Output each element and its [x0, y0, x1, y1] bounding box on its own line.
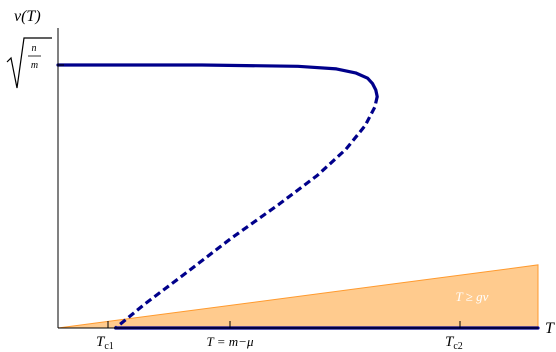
x-tick-label-m-mu: T = m−μ — [207, 334, 254, 349]
x-axis-title: T — [545, 320, 555, 337]
x-tick-label-tc1: Tc1 — [96, 334, 114, 352]
y-axis-title: v(T) — [14, 8, 41, 25]
y-tick-denominator: m — [31, 60, 38, 71]
series-line-1-dashed — [114, 96, 379, 330]
radical-sign — [6, 37, 52, 89]
series-line-0-solid — [56, 63, 379, 99]
region-label: T ≥ gv — [456, 289, 489, 304]
x-tick-label-tc2: Tc2 — [445, 334, 463, 352]
y-tick-label-sqrt: n m — [6, 37, 52, 89]
y-tick-numerator: n — [32, 43, 37, 54]
